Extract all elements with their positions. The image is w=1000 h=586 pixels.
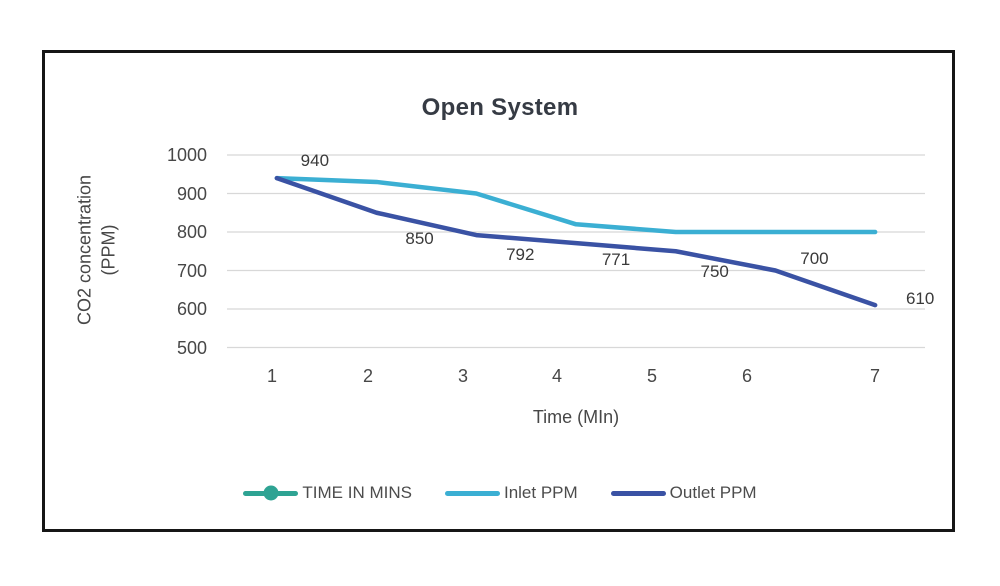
data-label: 850 [405,228,434,248]
time-in-mins-line-swatch-icon [243,485,299,501]
x-tick-label: 6 [741,366,752,386]
x-tick-label: 7 [869,366,880,386]
legend-label: Outlet PPM [669,483,757,502]
data-label: 940 [300,151,330,171]
y-tick-label: 1000 [166,145,207,165]
y-tick-label: 500 [176,337,207,358]
legend-item-outlet-ppm: Outlet PPM [610,483,757,503]
y-tick-label: 900 [176,183,207,204]
legend-label: Inlet PPM [503,483,578,502]
x-tick-label: 1 [266,366,277,386]
y-tick-label: 800 [176,222,207,242]
legend-label: TIME IN MINS [302,483,412,502]
chart-title: Open System [421,94,579,121]
x-axis-title: Time (MIn) [532,407,620,427]
legend-item-time-in-mins: TIME IN MINS [243,483,412,503]
legend: TIME IN MINS Inlet PPM Outlet PPM [0,483,1000,503]
x-tick-label: 4 [551,366,562,386]
inlet-ppm-line-swatch-icon [444,490,500,496]
data-label: 750 [700,262,729,282]
data-label: 610 [905,289,935,309]
x-tick-label: 3 [457,366,468,386]
x-tick-label: 5 [646,366,657,386]
data-label: 771 [601,250,631,270]
chart-frame [42,50,955,532]
y-axis-title: CO2 concentration (PPM) [74,174,119,326]
y-tick-label: 700 [176,260,207,281]
data-label: 792 [506,245,535,265]
circle-marker-icon [263,485,279,501]
y-tick-label: 600 [176,299,207,319]
outlet-ppm-line-swatch-icon [610,490,666,496]
x-tick-label: 2 [362,366,373,386]
legend-item-inlet-ppm: Inlet PPM [444,483,578,503]
data-label: 700 [800,248,829,268]
